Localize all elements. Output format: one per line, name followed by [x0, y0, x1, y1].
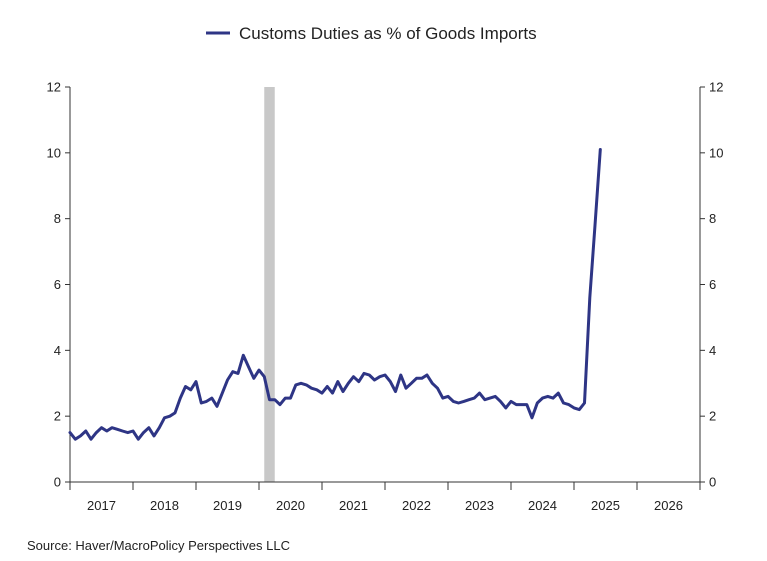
- recession-bands: [264, 87, 275, 482]
- series-line-0: [68, 148, 602, 441]
- x-tick-label: 2026: [654, 498, 683, 513]
- y-tick-label-right: 0: [709, 475, 716, 490]
- y-tick-label-right: 8: [709, 211, 716, 226]
- y-tick-label-right: 10: [709, 145, 723, 160]
- x-tick-labels: 2017 2018 2019 2020 2021 2022 2023 2024 2025 2026: [87, 498, 683, 513]
- x-tick-label: 2017: [87, 498, 116, 513]
- y-tick-label-left: 12: [47, 80, 61, 95]
- y-tick-label-right: 2: [709, 409, 716, 424]
- x-tick-label: 2024: [528, 498, 557, 513]
- y-tick-label-left: 6: [54, 277, 61, 292]
- y-tick-label-left: 0: [54, 475, 61, 490]
- y-tick-label-left: 8: [54, 211, 61, 226]
- x-tick-label: 2018: [150, 498, 179, 513]
- x-tick-label: 2021: [339, 498, 368, 513]
- recession-band-0: [264, 87, 275, 482]
- axes: [65, 86, 705, 490]
- y-tick-label-left: 2: [54, 409, 61, 424]
- x-tick-label: 2025: [591, 498, 620, 513]
- series-group: [68, 148, 602, 441]
- y-tick-label-left: 4: [54, 343, 61, 358]
- legend-label: Customs Duties as % of Goods Imports: [239, 24, 537, 43]
- y-tick-label-right: 12: [709, 80, 723, 95]
- y-tick-label-left: 10: [47, 145, 61, 160]
- x-tick-label: 2023: [465, 498, 494, 513]
- x-tick-label: 2022: [402, 498, 431, 513]
- x-tick-label: 2020: [276, 498, 305, 513]
- legend: Customs Duties as % of Goods Imports: [206, 24, 537, 43]
- y-tick-label-right: 6: [709, 277, 716, 292]
- y-tick-labels-left: 0 2 4 6 8 10 12: [47, 80, 61, 490]
- y-tick-label-right: 4: [709, 343, 716, 358]
- y-tick-labels-right: 0 2 4 6 8 10 12: [709, 80, 723, 490]
- source-note: Source: Haver/MacroPolicy Perspectives L…: [27, 538, 290, 553]
- x-tick-label: 2019: [213, 498, 242, 513]
